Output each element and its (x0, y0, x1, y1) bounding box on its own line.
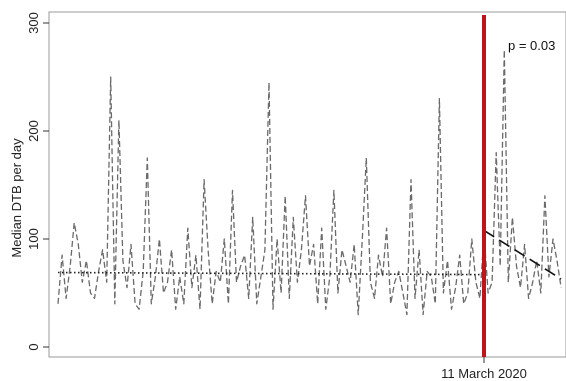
x-tick-label: 11 March 2020 (441, 366, 527, 381)
y-tick-label: 200 (26, 120, 41, 142)
y-axis: 0 100 200 300 (26, 12, 49, 351)
series-layer (57, 49, 562, 316)
y-tick-label: 0 (26, 343, 41, 350)
y-tick-label: 300 (26, 12, 41, 34)
p-value-annotation: p = 0.03 (508, 38, 555, 53)
y-axis-title: Median DTB per day (9, 138, 24, 258)
plot-frame (48, 11, 566, 358)
series-line-long-dashed (483, 229, 562, 280)
series-line-dashed (57, 49, 562, 316)
y-tick-label: 100 (26, 228, 41, 250)
series-line-dotted (57, 271, 485, 276)
x-axis: 11 March 2020 (441, 357, 527, 381)
